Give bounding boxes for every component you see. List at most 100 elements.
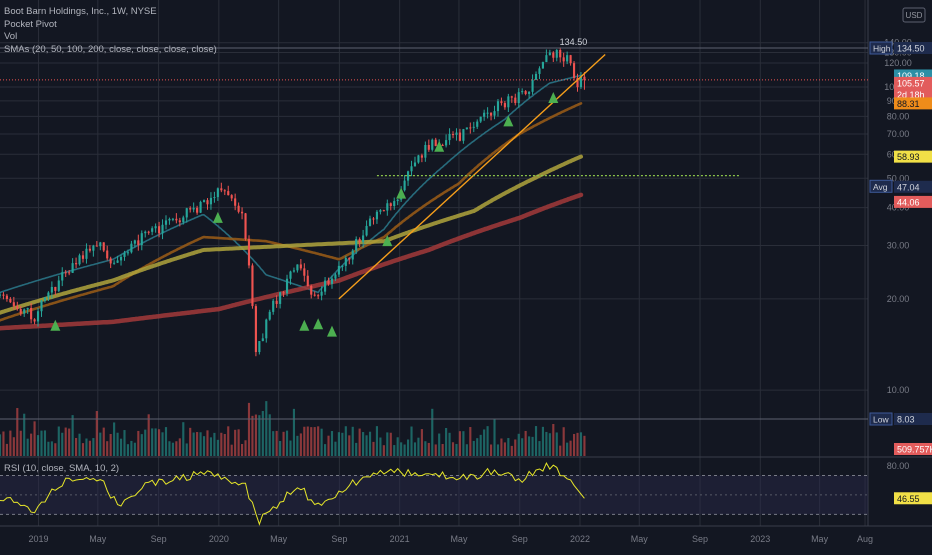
volume-bar-112 (386, 432, 389, 456)
legend-rsi[interactable]: RSI (10, close, SMA, 10, 2) (4, 463, 120, 474)
candle-body-162 (559, 49, 562, 58)
volume-bar-158 (545, 431, 548, 456)
legend-volume[interactable]: Vol (4, 31, 18, 42)
volume-bar-87 (299, 433, 302, 456)
volume-bar-140 (483, 429, 486, 456)
candle-body-19 (64, 272, 67, 274)
candle-body-51 (175, 218, 178, 221)
volume-bar-70 (240, 444, 244, 456)
candle-body-118 (406, 171, 410, 181)
volume-bar-27 (92, 438, 95, 456)
volume-bar-129 (445, 428, 448, 456)
volume-bar-132 (455, 443, 458, 456)
volume-bar-108 (372, 441, 375, 456)
volume-bar-133 (458, 431, 462, 456)
symbol-title[interactable]: Boot Barn Holdings, Inc., 1W, NYSE (4, 6, 157, 17)
volume-bar-92 (317, 426, 320, 456)
candle-body-123 (424, 144, 427, 158)
candle-body-157 (541, 62, 545, 69)
volume-bar-159 (548, 433, 551, 456)
volume-bar-122 (420, 429, 423, 456)
candle-body-50 (171, 218, 174, 220)
candle-body-33 (113, 262, 116, 264)
candle-body-126 (434, 139, 437, 146)
candle-body-83 (285, 278, 289, 294)
candle-body-36 (123, 252, 126, 257)
candle-body-107 (368, 218, 372, 226)
volume-bar-106 (365, 435, 368, 456)
high-value: 134.50 (897, 44, 925, 54)
volume-bar-11 (36, 435, 40, 456)
candle-body-111 (382, 210, 385, 212)
candle-body-134 (462, 129, 465, 141)
candle-body-109 (375, 211, 379, 220)
candle-body-161 (555, 49, 558, 58)
volume-bar-120 (413, 442, 417, 456)
grid (0, 0, 932, 527)
volume-bar-36 (123, 430, 126, 456)
candles (0, 47, 586, 357)
volume-bar-33 (113, 422, 116, 456)
rsi-value: 46.55 (897, 494, 920, 504)
volume-bar-39 (133, 442, 136, 456)
volume-bar-152 (524, 430, 527, 456)
volume-bar-146 (503, 442, 506, 456)
volume-bar-147 (507, 438, 510, 456)
candle-body-45 (154, 226, 157, 229)
candle-body-93 (320, 291, 323, 296)
avg-value-bg (894, 180, 932, 193)
candle-body-69 (237, 205, 240, 212)
volume-bar-47 (161, 432, 164, 456)
volume-bar-49 (168, 441, 171, 456)
volume-bar-95 (327, 435, 330, 456)
candle-body-132 (455, 132, 458, 135)
volume-bar-59 (202, 436, 206, 456)
volume-bar-75 (258, 415, 261, 456)
candle-body-135 (465, 127, 468, 130)
volume-bar-125 (431, 408, 434, 456)
candle-body-79 (272, 300, 275, 312)
candle-body-121 (417, 155, 420, 163)
volume-bar-141 (486, 426, 489, 456)
volume-bar-100 (344, 426, 347, 456)
candle-body-23 (78, 255, 81, 265)
volume-bar-46 (158, 429, 161, 456)
time-tick-4: May (270, 534, 288, 544)
avg-tag: Avg (873, 182, 888, 192)
legend-pocket-pivot[interactable]: Pocket Pivot (4, 18, 57, 30)
candle-body-70 (240, 211, 244, 214)
pocket-pivot-markers (50, 91, 559, 337)
volume-bar-119 (410, 426, 413, 456)
volume-bar-32 (109, 433, 112, 456)
candle-body-137 (472, 126, 475, 128)
volume-bar-41 (140, 434, 143, 456)
volume-bar-153 (528, 436, 531, 456)
pocket-pivot-marker-8 (503, 115, 514, 127)
candle-body-55 (189, 208, 192, 210)
candle-body-68 (234, 198, 237, 206)
volume-bar-71 (244, 440, 247, 456)
volume-bar-69 (237, 429, 240, 456)
candle-body-152 (524, 91, 527, 94)
volume-bar-105 (362, 432, 365, 456)
volume-bar-166 (572, 433, 576, 456)
volume-bar-28 (95, 411, 98, 456)
candle-body-13 (43, 297, 47, 301)
candle-body-160 (552, 52, 555, 58)
volume-bar-131 (451, 442, 455, 456)
candle-body-57 (196, 207, 199, 213)
candle-body-37 (126, 252, 130, 254)
volume-bar-161 (555, 432, 558, 456)
volume-bar-98 (337, 432, 340, 456)
legend-smas[interactable]: SMAs (20, 50, 100, 200, close, close, cl… (4, 43, 217, 55)
volume-bar-151 (521, 438, 524, 456)
volume-bar-30 (102, 427, 105, 456)
candle-body-39 (133, 240, 136, 244)
volume-bar-88 (303, 426, 306, 456)
candle-body-99 (341, 265, 344, 267)
volume-bar-76 (261, 411, 264, 456)
candle-body-145 (500, 101, 503, 104)
volume-bar-15 (50, 441, 53, 456)
pocket-pivot-marker-6 (396, 187, 407, 199)
